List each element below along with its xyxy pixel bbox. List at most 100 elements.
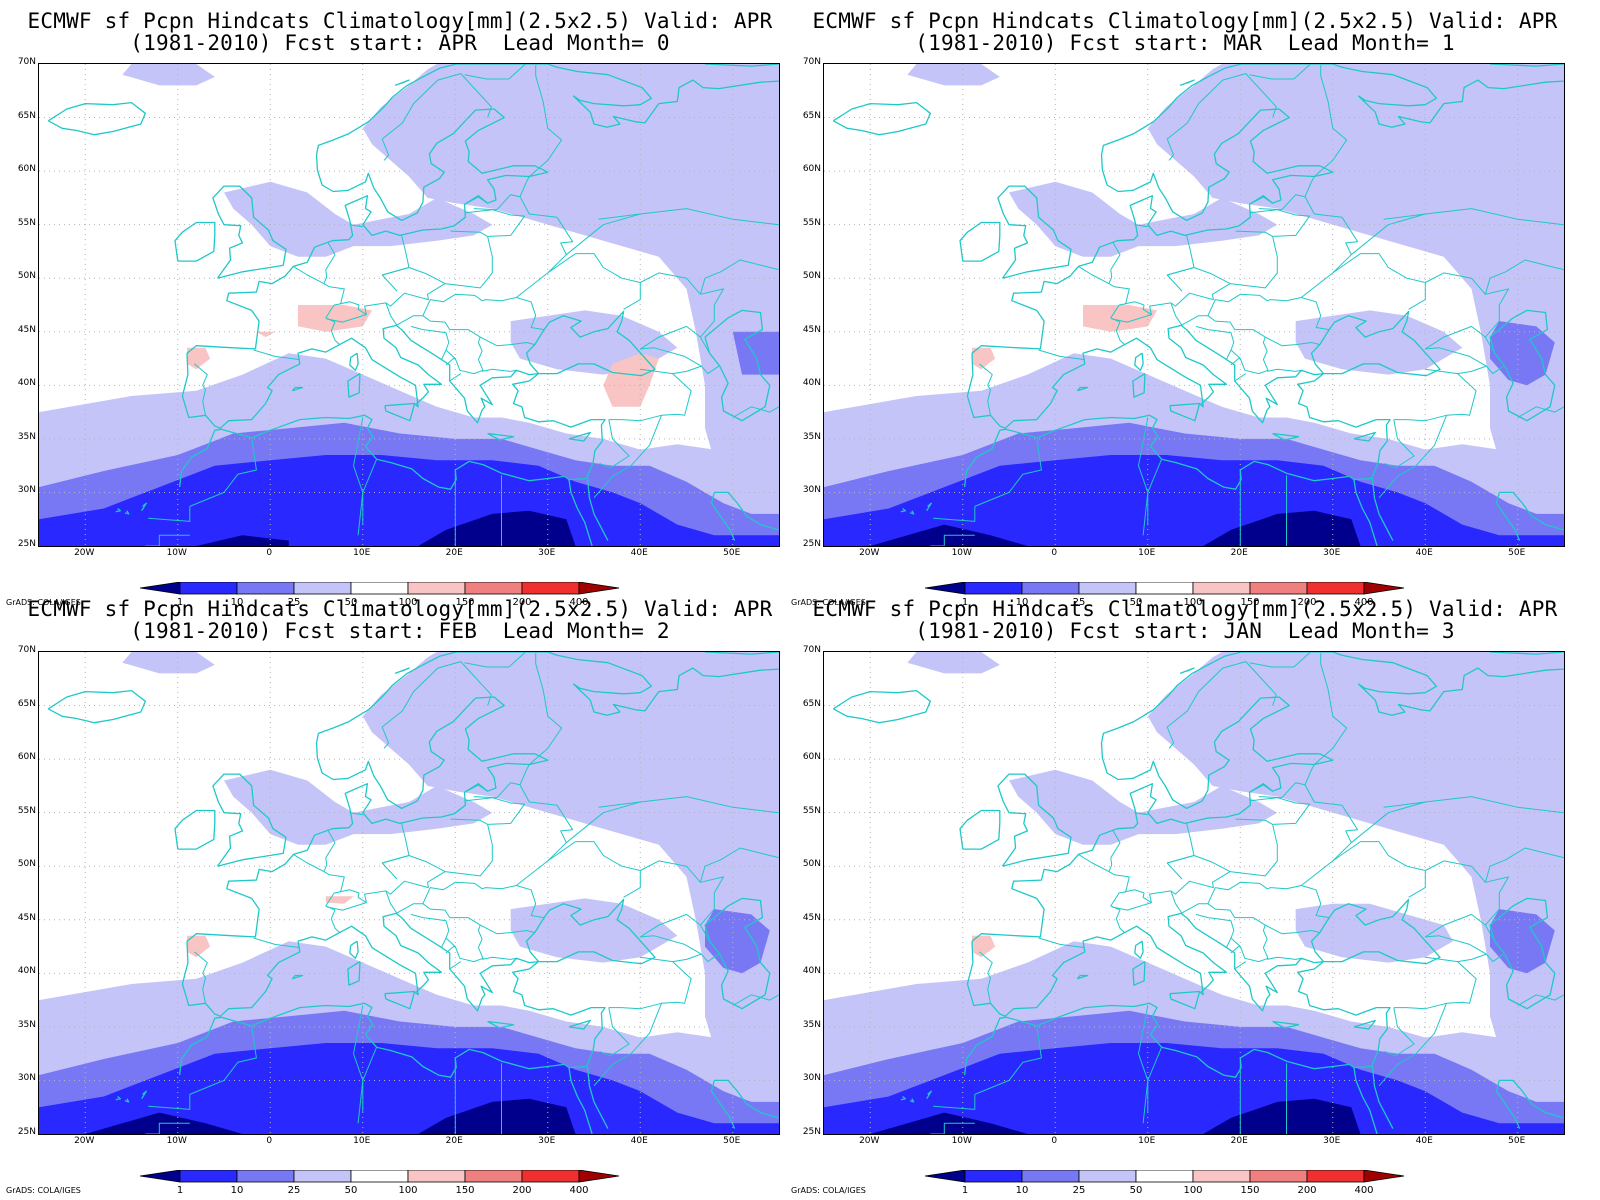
coastline (568, 1067, 593, 1134)
country-border (1166, 73, 1277, 161)
colorbar-segment (1135, 1170, 1194, 1183)
coastline (466, 196, 488, 204)
country-border (362, 1047, 378, 1113)
country-border (445, 946, 456, 954)
country-border (410, 325, 450, 351)
country-border (1313, 653, 1348, 765)
country-border (253, 349, 300, 361)
country-border (194, 363, 208, 416)
map-panel-lead-2: ECMWF sf Pcpn Hindcats Climatology[mm](2… (0, 588, 800, 1196)
colorbar (140, 1170, 620, 1183)
lat-tick-label: 70N (802, 57, 821, 67)
coastline (710, 492, 736, 541)
country-border (253, 937, 300, 949)
coastline (1251, 196, 1273, 204)
colorbar-left-arrow (140, 1170, 181, 1183)
country-border (1249, 652, 1311, 668)
coastline (1179, 667, 1195, 675)
coastline (1353, 479, 1378, 546)
country-border (1180, 315, 1269, 375)
coastline (349, 940, 359, 959)
country-border (382, 267, 446, 285)
country-border (608, 373, 692, 422)
lat-tick-label: 70N (17, 57, 36, 67)
coastline (115, 507, 122, 513)
coastline (349, 352, 359, 371)
lat-tick-label: 35N (802, 1019, 821, 1030)
lon-tick-label: 20E (445, 1136, 463, 1146)
country-border (1300, 764, 1359, 886)
lat-tick-label: 70N (802, 645, 821, 655)
shade-1-libya-egypt (418, 1098, 576, 1134)
colorbar-tick-label: 200 (512, 597, 532, 608)
country-border (1266, 956, 1302, 960)
country-border (979, 363, 993, 416)
coastline (568, 479, 593, 546)
country-border (974, 437, 1042, 507)
country-border (422, 293, 545, 331)
lon-tick-label: 50E (723, 548, 741, 558)
country-border (565, 801, 641, 844)
colorbar-tick-label: 100 (398, 1185, 418, 1196)
shade-50-iceland (122, 64, 215, 86)
shade-50-northeast (362, 64, 779, 546)
colorbar-tick-label: 400 (569, 1185, 589, 1196)
map-plot-area (823, 63, 1565, 547)
coastline (704, 309, 771, 422)
country-border (382, 855, 446, 873)
country-border (1393, 373, 1477, 422)
colorbar-tick-label: 10 (230, 597, 244, 608)
lon-tick-label: 20W (74, 548, 95, 558)
country-border (1350, 801, 1426, 844)
coastline (704, 652, 779, 655)
shade-1-libya-egypt (1203, 1098, 1361, 1134)
lat-tick-label: 30N (802, 485, 821, 496)
coastline (900, 1095, 907, 1101)
lat-tick-label: 30N (17, 485, 36, 496)
coastline (704, 897, 771, 1010)
colorbar-right-arrow (1363, 582, 1405, 595)
coastline (1134, 940, 1144, 959)
colorbar-right-arrow (578, 582, 620, 595)
lat-tick-label: 60N (17, 164, 36, 175)
country-border (464, 209, 526, 237)
country-border (1384, 419, 1415, 469)
coastline (212, 773, 287, 867)
country-border (381, 73, 492, 161)
country-border (1485, 365, 1505, 375)
country-border (1484, 847, 1564, 926)
lon-tick-label: 40E (630, 548, 648, 558)
country-border (145, 534, 190, 546)
country-border (599, 419, 630, 469)
coastline (959, 221, 1001, 262)
panel-title-line1: ECMWF sf Pcpn Hindcats Climatology[mm](2… (812, 597, 1558, 621)
colorbar-segment (1078, 1170, 1137, 1183)
coastline (568, 431, 591, 442)
country-border (598, 796, 779, 814)
lat-tick-label: 40N (802, 966, 821, 977)
lon-tick-label: 0 (266, 548, 273, 558)
country-border (565, 213, 641, 256)
country-border (930, 534, 975, 546)
coastline (926, 502, 932, 512)
country-border (189, 437, 257, 507)
country-border (1485, 953, 1505, 963)
country-border (479, 336, 535, 347)
coastline (1489, 309, 1556, 422)
country-border (1264, 924, 1320, 935)
colorbar-segment (1249, 1170, 1308, 1183)
lat-tick-label: 30N (17, 1073, 36, 1084)
country-border (339, 301, 360, 306)
lat-tick-label: 25N (802, 1127, 821, 1137)
country-border (1249, 209, 1311, 237)
country-border (1108, 829, 1121, 872)
shade-1-west-sahara (824, 1112, 1028, 1134)
map-plot-area (823, 651, 1565, 1135)
country-border (194, 951, 208, 1004)
coastline (47, 689, 147, 724)
map-panel-lead-0: ECMWF sf Pcpn Hindcats Climatology[mm](2… (0, 0, 800, 608)
coastline (966, 898, 1441, 1017)
country-border (1142, 304, 1152, 316)
lon-tick-label: 10W (166, 548, 187, 558)
country-border (598, 208, 779, 226)
